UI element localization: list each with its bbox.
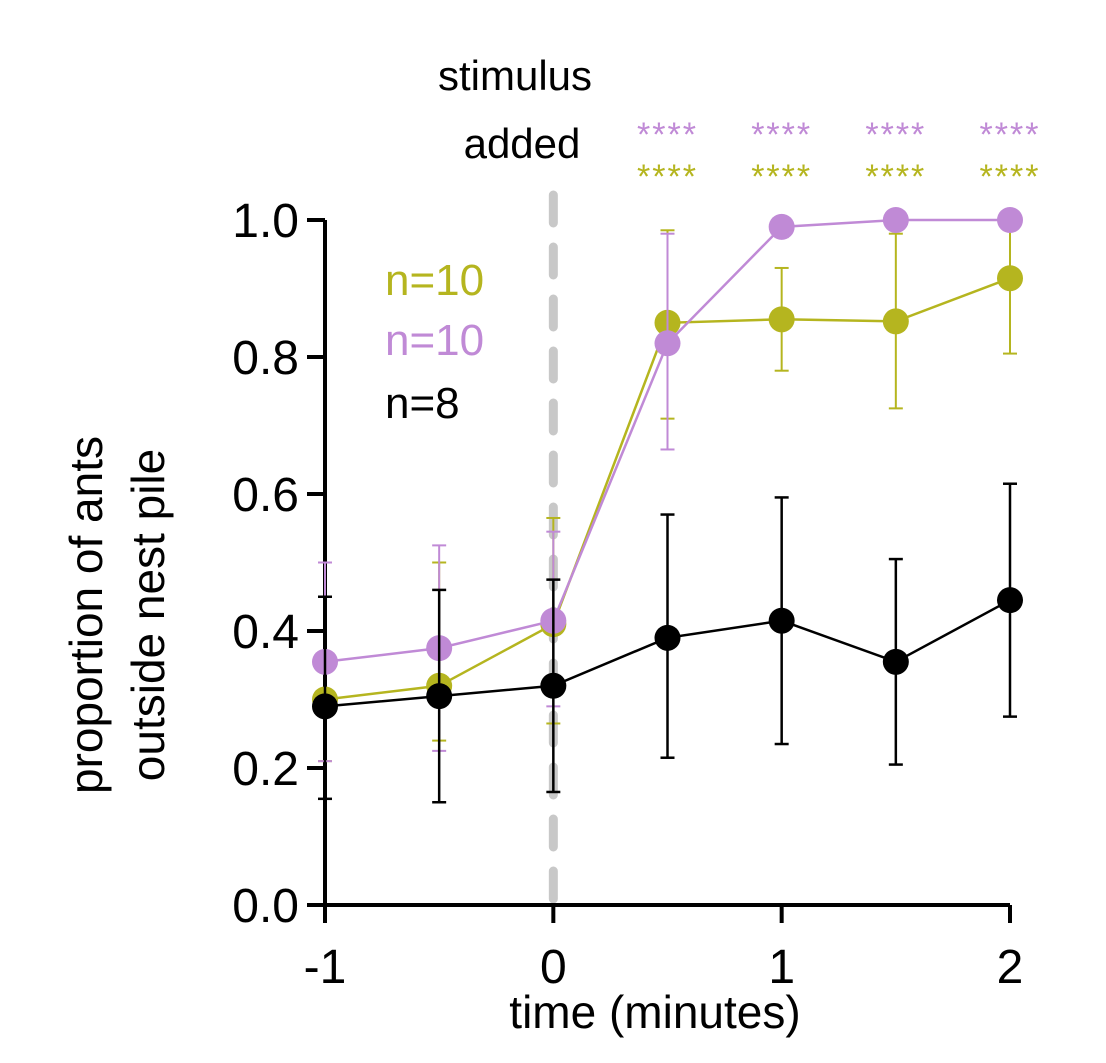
legend-purple: n=10 [385, 316, 484, 365]
stimulus-label-line-2: added [464, 120, 581, 167]
point-black [312, 693, 338, 720]
legend-olive: n=10 [385, 256, 484, 305]
point-black [768, 607, 795, 634]
point-black [654, 624, 681, 651]
point-purple [997, 207, 1023, 233]
legend: n=10 n=10 n=8 [385, 256, 484, 428]
point-black [882, 648, 909, 675]
x-tick-label: 1 [768, 941, 795, 994]
legend-black: n=8 [385, 379, 460, 428]
significance-stars-purple: **** [751, 116, 812, 154]
y-axis-title: proportion of ants outside nest pile [60, 436, 174, 794]
point-purple [882, 207, 909, 233]
x-tick-label: 0 [540, 941, 567, 994]
point-purple [768, 213, 795, 240]
y-tick-label: 0.0 [232, 880, 299, 933]
y-tick-label: 0.2 [232, 743, 299, 796]
point-black [540, 672, 567, 699]
point-olive [768, 306, 795, 333]
point-purple [654, 330, 681, 357]
significance-stars-purple: **** [980, 116, 1041, 154]
series-layer [312, 207, 1023, 804]
significance-stars-olive: **** [865, 158, 926, 196]
point-black [997, 587, 1023, 614]
significance-stars-olive: **** [751, 158, 812, 196]
x-tick-label: -1 [304, 941, 347, 994]
y-tick-label: 1.0 [232, 195, 299, 248]
series-black [312, 482, 1023, 804]
significance-stars-purple: **** [865, 116, 926, 154]
significance-stars-olive: **** [980, 158, 1041, 196]
y-tick-label: 0.6 [232, 469, 299, 522]
point-black [426, 683, 453, 710]
significance-stars-purple: **** [637, 116, 698, 154]
y-axis-title-line-2: outside nest pile [122, 449, 174, 781]
significance-layer: **** **** **** **** **** **** **** **** [637, 116, 1041, 196]
point-olive [882, 308, 909, 335]
stimulus-label: stimulus added [438, 52, 592, 167]
y-tick-label: 0.4 [232, 606, 299, 659]
x-tick-label: 2 [997, 941, 1024, 994]
y-tick-label: 0.8 [232, 332, 299, 385]
stimulus-label-line-1: stimulus [438, 52, 592, 99]
y-axis-title-line-1: proportion of ants [60, 436, 112, 794]
axes: 0.0 0.2 0.4 0.6 0.8 1.0 -1 0 1 2 [232, 195, 1023, 994]
significance-stars-olive: **** [637, 158, 698, 196]
point-olive [997, 265, 1023, 292]
x-axis-title: time (minutes) [509, 986, 800, 1038]
